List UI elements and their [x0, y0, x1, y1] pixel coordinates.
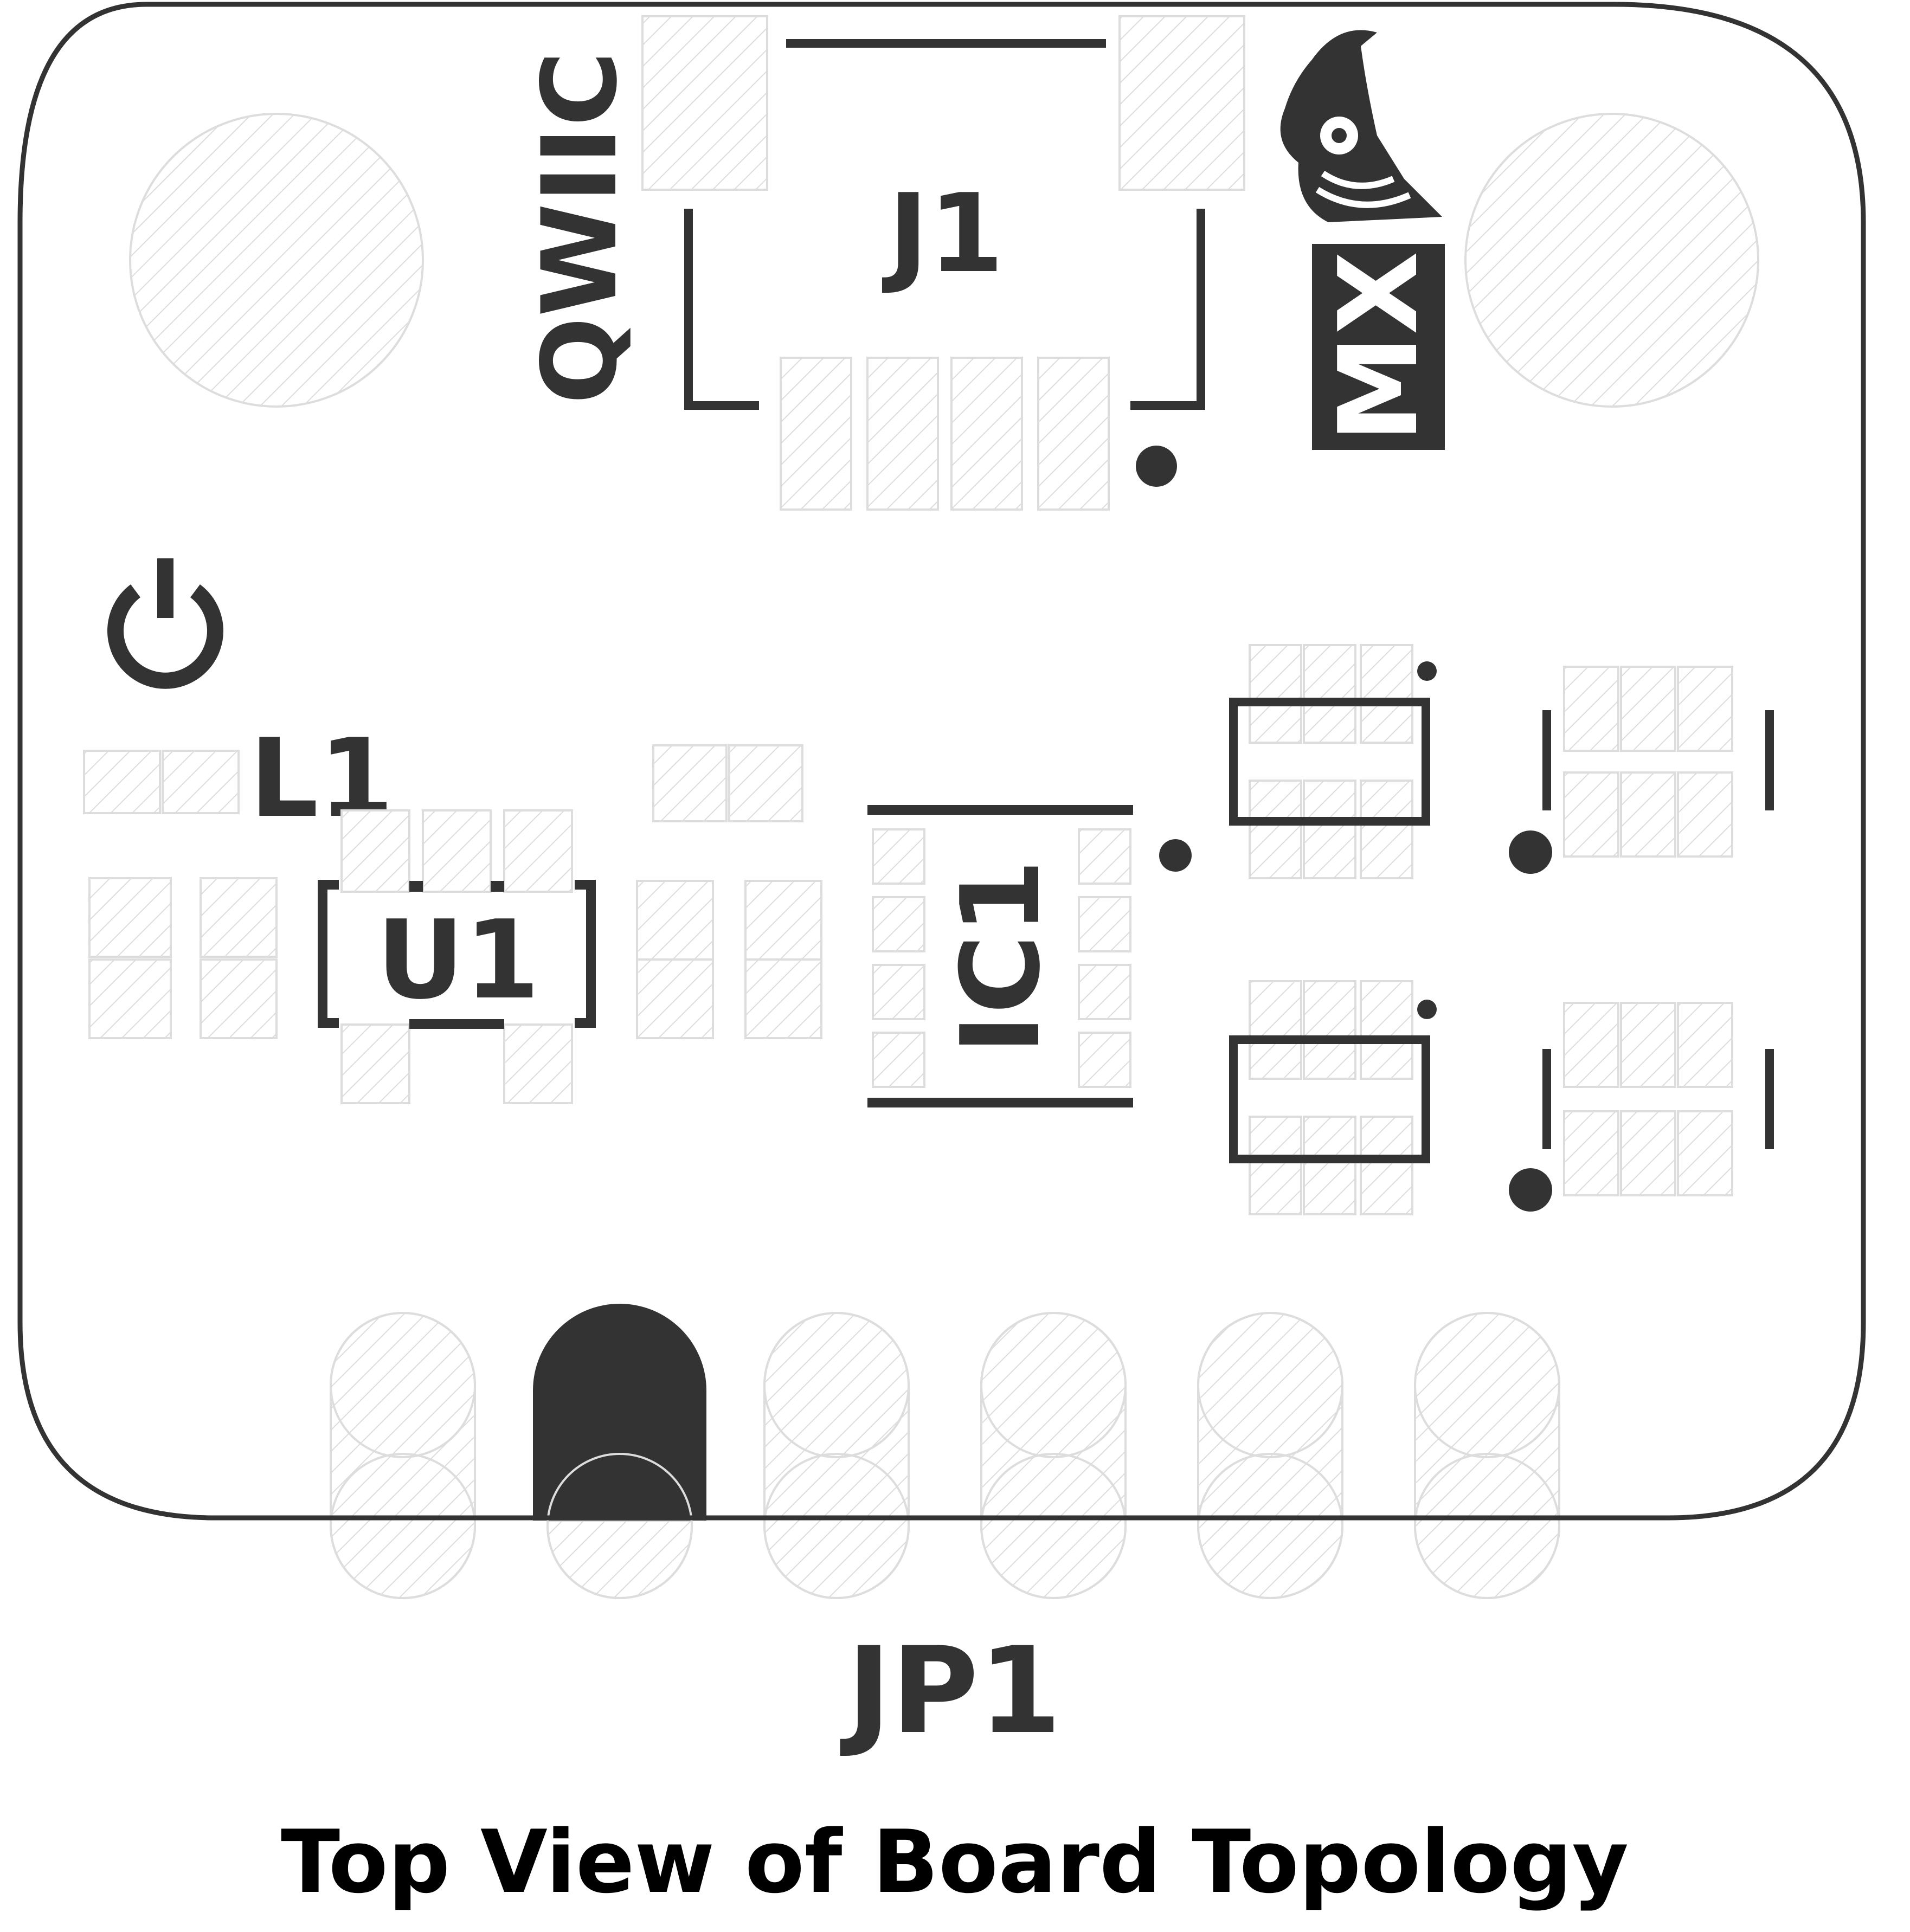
header-pin-highlighted [533, 1304, 706, 1599]
logo-text: MX [1316, 251, 1442, 442]
jp1-label: JP1 [840, 1621, 1062, 1760]
header-pin [1414, 1312, 1560, 1599]
mounting-hole-left [129, 113, 424, 408]
u1-label: U1 [376, 897, 540, 1023]
led-package-bottom [1229, 980, 1437, 1215]
jp1-header [330, 1304, 1560, 1599]
header-pin [980, 1312, 1127, 1599]
l1-component [83, 750, 240, 814]
j1-connector [641, 15, 1245, 511]
mounting-hole-right [1464, 113, 1759, 408]
header-pin [1197, 1312, 1343, 1599]
right-component-top [1509, 666, 1774, 874]
u1-component [318, 809, 596, 1104]
header-pin [330, 1312, 476, 1599]
right-component-bottom [1509, 1002, 1774, 1212]
qwiic-label: QWIIC [520, 51, 640, 404]
header-pin [763, 1312, 910, 1599]
caption: Top View of Board Topology [281, 1811, 1629, 1912]
middle-pads [636, 744, 822, 1039]
bird-logo: MX [1280, 30, 1445, 450]
j1-label: J1 [882, 171, 1004, 297]
left-passives [88, 877, 278, 1039]
board-outline [17, 2, 1866, 1521]
ic1-label: IC1 [938, 859, 1064, 1054]
power-icon [107, 558, 223, 689]
ic1-component [867, 805, 1192, 1107]
led-package-top [1229, 644, 1437, 879]
